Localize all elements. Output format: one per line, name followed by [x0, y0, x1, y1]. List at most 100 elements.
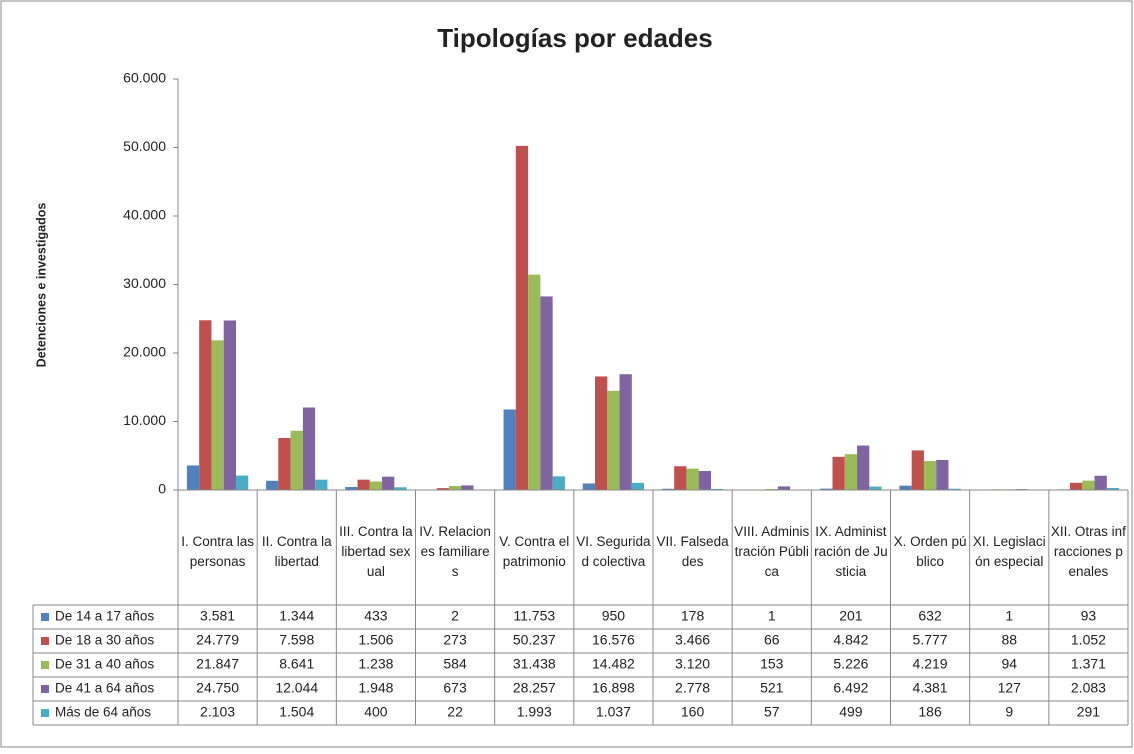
table-value: 11.753: [513, 608, 555, 624]
bar: [224, 320, 236, 490]
table-value: 291: [1077, 704, 1101, 720]
y-tick-label: 50.000: [123, 138, 166, 154]
table-value: 22: [447, 704, 463, 720]
y-tick-label: 60.000: [123, 70, 166, 86]
category-cell: VI. Seguridad colectiva: [574, 500, 653, 603]
bar: [370, 482, 382, 490]
table-value: 6.492: [833, 680, 868, 696]
table-value: 16.898: [592, 680, 635, 696]
x-tick-label: V. Contra el patrimonio: [495, 500, 574, 603]
table-value: 21.847: [196, 656, 239, 672]
bar: [899, 486, 911, 490]
bar: [291, 431, 303, 490]
table-value: 1.037: [596, 704, 631, 720]
legend-swatch: [41, 661, 49, 669]
bar: [382, 477, 394, 490]
table-value: 1.344: [279, 608, 314, 624]
table-value: 66: [764, 632, 780, 648]
x-tick-label: I. Contra las personas: [178, 500, 257, 603]
bar: [266, 481, 278, 490]
table-value: 2.083: [1071, 680, 1106, 696]
table-value: 24.779: [196, 632, 239, 648]
legend-label: De 18 a 30 años: [55, 633, 154, 648]
x-tick-label: X. Orden público: [891, 500, 970, 603]
table-value: 8.641: [279, 656, 314, 672]
category-cell: II. Contra la libertad: [257, 500, 336, 603]
table-value: 3.120: [675, 656, 710, 672]
legend-label: Más de 64 años: [55, 705, 151, 720]
bar: [461, 485, 473, 490]
table-value: 673: [443, 680, 467, 696]
table-value: 7.598: [279, 632, 314, 648]
bar: [199, 320, 211, 490]
x-tick-label: VII. Falsedades: [653, 500, 732, 603]
table-value: 16.576: [592, 632, 635, 648]
table-value: 1.993: [517, 704, 552, 720]
bar: [845, 454, 857, 490]
table-value: 1.506: [358, 632, 393, 648]
bar: [833, 457, 845, 490]
bar: [595, 376, 607, 490]
bar: [869, 487, 881, 490]
table-value: 1: [1005, 608, 1013, 624]
bar: [620, 374, 632, 490]
legend-label: De 31 a 40 años: [55, 657, 154, 672]
table-value: 5.777: [913, 632, 948, 648]
category-cell: X. Orden público: [891, 500, 970, 603]
table-value: 94: [1001, 656, 1017, 672]
x-tick-label: XI. Legislación especial: [970, 500, 1049, 603]
table-value: 186: [918, 704, 942, 720]
bar: [686, 469, 698, 490]
table-value: 3.466: [675, 632, 710, 648]
x-tick-label: VI. Seguridad colectiva: [574, 500, 653, 603]
bar: [211, 340, 223, 490]
bar: [516, 146, 528, 490]
bar: [187, 465, 199, 490]
bar: [315, 480, 327, 490]
table-value: 433: [364, 608, 388, 624]
bar: [924, 461, 936, 490]
table-value: 1.948: [358, 680, 393, 696]
bar: [778, 486, 790, 490]
table-value: 50.237: [513, 632, 556, 648]
bar: [1095, 476, 1107, 490]
bar: [553, 476, 565, 490]
table-value: 1.238: [358, 656, 393, 672]
legend-label: De 41 a 64 años: [55, 681, 154, 696]
table-value: 4.842: [833, 632, 868, 648]
bar: [528, 275, 540, 490]
bar: [449, 486, 461, 490]
table-value: 127: [998, 680, 1022, 696]
table-value: 4.381: [913, 680, 948, 696]
table-value: 273: [443, 632, 467, 648]
table-value: 2: [451, 608, 459, 624]
table-value: 2.778: [675, 680, 710, 696]
table-value: 1.371: [1071, 656, 1106, 672]
bar: [912, 450, 924, 490]
table-value: 57: [764, 704, 780, 720]
table-value: 400: [364, 704, 388, 720]
y-tick-label: 20.000: [123, 344, 166, 360]
legend-swatch: [41, 613, 49, 621]
category-cell: VII. Falsedades: [653, 500, 732, 603]
chart-title: Tipologías por edades: [437, 23, 712, 53]
x-tick-label: XII. Otras infracciones penales: [1049, 500, 1128, 603]
table-value: 4.219: [913, 656, 948, 672]
table-value: 178: [681, 608, 705, 624]
bar: [1070, 483, 1082, 490]
y-tick-label: 10.000: [123, 412, 166, 428]
bar: [607, 391, 619, 490]
category-cell: IX. Administración de Justicia: [811, 500, 890, 603]
bar: [358, 480, 370, 490]
category-cell: III. Contra la libertad sexual: [336, 500, 415, 603]
table-value: 201: [839, 608, 863, 624]
table-value: 499: [839, 704, 863, 720]
y-tick-label: 30.000: [123, 275, 166, 291]
table-value: 24.750: [196, 680, 239, 696]
table-value: 950: [602, 608, 626, 624]
table-value: 160: [681, 704, 705, 720]
legend-swatch: [41, 709, 49, 717]
table-value: 632: [918, 608, 942, 624]
